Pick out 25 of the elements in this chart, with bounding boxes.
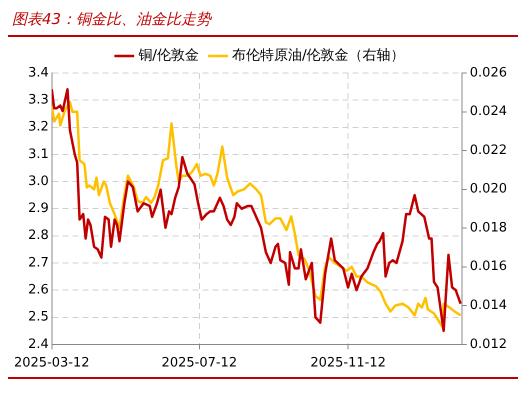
y-tick-label: 2.7 xyxy=(28,255,49,270)
y-tick-label: 2.8 xyxy=(28,228,49,244)
y2-tick-label: 0.018 xyxy=(470,220,507,236)
x-tick-label: 2025-11-12 xyxy=(310,356,386,371)
y-tick-label: 3.0 xyxy=(28,174,49,189)
y-tick-label: 2.5 xyxy=(28,310,49,325)
y2-tick-label: 0.020 xyxy=(470,182,507,197)
y2-tick-label: 0.026 xyxy=(470,65,507,80)
y-tick-label: 3.2 xyxy=(28,120,49,135)
y-tick-label: 2.4 xyxy=(28,336,49,352)
y2-tick-label: 0.022 xyxy=(470,142,507,158)
y-tick-label: 3.4 xyxy=(28,65,49,80)
x-tick-label: 2025-03-12 xyxy=(14,356,90,371)
y2-tick-label: 0.014 xyxy=(470,298,507,314)
chart-title: 图表43：铜金比、油金比走势 xyxy=(8,8,518,37)
y-tick-label: 2.9 xyxy=(28,201,49,216)
legend-label: 铜/伦敦金 xyxy=(137,48,199,64)
legend-label: 布伦特原油/伦敦金（右轴） xyxy=(232,48,405,64)
y-tick-label: 3.3 xyxy=(28,92,49,108)
y-tick-label: 3.1 xyxy=(28,146,49,162)
y2-tick-label: 0.024 xyxy=(470,104,507,120)
x-tick-label: 2025-07-12 xyxy=(162,356,238,371)
y-tick-label: 2.6 xyxy=(28,282,49,298)
y2-tick-label: 0.012 xyxy=(470,336,507,352)
y2-tick-label: 0.016 xyxy=(470,259,507,274)
